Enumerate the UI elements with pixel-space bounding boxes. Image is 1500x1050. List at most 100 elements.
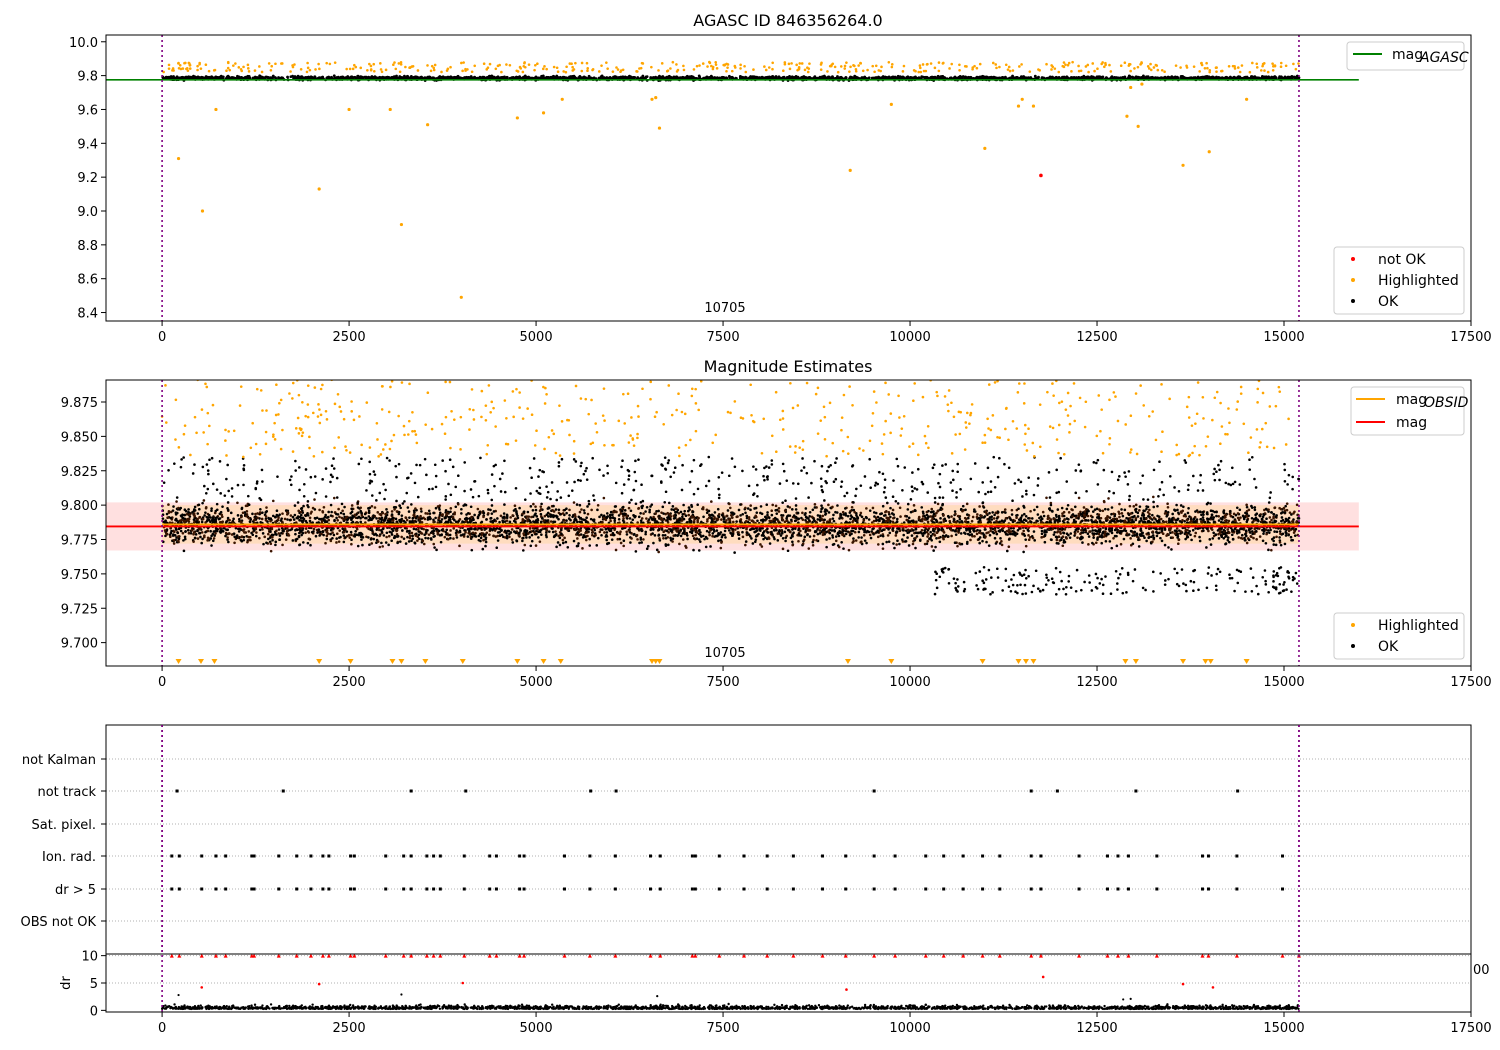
ok-point <box>531 76 535 80</box>
ok-point <box>207 75 211 79</box>
ok-point <box>675 75 679 79</box>
highlighted-point <box>650 97 654 101</box>
ok-point <box>1091 529 1095 532</box>
ok-point <box>733 551 736 554</box>
ok-point <box>992 517 996 520</box>
highlighted-point <box>1203 66 1207 70</box>
ok-point <box>348 536 352 539</box>
ok-point <box>808 535 812 538</box>
not-ok-point <box>1039 173 1043 178</box>
highlighted-point <box>848 168 852 172</box>
highlighted-point <box>937 69 941 73</box>
ok-point <box>570 76 574 80</box>
highlighted-point <box>919 66 922 70</box>
ok-point <box>219 531 223 534</box>
ok-point <box>330 510 333 514</box>
highlighted-point <box>874 64 878 68</box>
ok-point <box>344 76 348 79</box>
ok-point <box>247 530 251 533</box>
highlighted-point <box>1149 68 1153 72</box>
highlighted-point <box>714 61 718 64</box>
highlighted-point <box>998 65 1001 69</box>
highlighted-point <box>1119 64 1123 68</box>
ok-point <box>558 543 562 547</box>
highlighted-point <box>611 70 615 73</box>
highlighted-point <box>293 63 296 66</box>
ok-point <box>280 526 284 530</box>
ok-point <box>387 543 390 547</box>
ok-point <box>373 75 377 79</box>
highlighted-point <box>853 64 856 68</box>
highlighted-point <box>240 69 244 73</box>
highlighted-point <box>167 63 171 67</box>
ok-point <box>912 504 916 507</box>
highlighted-point <box>523 61 526 64</box>
ok-point <box>422 527 425 531</box>
ok-point <box>808 510 812 514</box>
ok-point <box>340 502 344 506</box>
highlighted-point <box>692 68 696 71</box>
highlighted-point <box>744 70 748 74</box>
ok-point <box>1102 499 1106 503</box>
ok-point <box>1011 74 1014 78</box>
ok-point <box>794 508 798 511</box>
highlighted-point <box>234 62 237 65</box>
ok-point <box>179 529 183 533</box>
highlighted-point <box>325 61 328 65</box>
ok-point <box>247 74 251 78</box>
highlighted-point <box>616 68 620 71</box>
ok-point <box>420 76 424 80</box>
highlighted-point <box>1067 61 1071 65</box>
ok-point <box>260 75 264 79</box>
ok-point <box>1211 537 1215 540</box>
highlighted-point <box>1140 82 1144 86</box>
ok-point <box>718 493 721 497</box>
highlighted-point <box>866 68 869 72</box>
x-tick-label: 10000 <box>889 330 930 345</box>
highlighted-point <box>666 69 670 72</box>
ok-point <box>1252 536 1255 540</box>
ok-point <box>1200 75 1203 79</box>
ok-point <box>686 537 689 541</box>
ok-point <box>894 534 898 537</box>
ok-point <box>865 507 868 510</box>
ok-point <box>1057 542 1060 545</box>
y-tick-label: 9.2 <box>77 171 98 186</box>
ok-point <box>1119 542 1123 546</box>
highlighted-point <box>372 69 376 73</box>
highlighted-point <box>562 70 565 73</box>
ok-point <box>907 516 911 520</box>
ok-point <box>284 538 288 541</box>
ok-point <box>737 537 741 540</box>
highlighted-point <box>887 61 891 64</box>
ok-point <box>563 76 566 80</box>
ok-point <box>1167 76 1171 80</box>
highlighted-point <box>763 65 766 68</box>
ok-point <box>963 531 966 535</box>
ok-point <box>587 499 591 503</box>
highlighted-point <box>725 69 728 73</box>
highlighted-point <box>1279 65 1283 68</box>
highlighted-point <box>574 61 577 65</box>
x-tick-label: 0 <box>158 330 166 345</box>
ok-point <box>630 498 633 502</box>
highlighted-point <box>950 62 954 66</box>
ok-point <box>1167 546 1170 549</box>
ok-point <box>1209 543 1213 546</box>
ok-point <box>568 75 571 79</box>
ok-point <box>308 516 312 520</box>
highlighted-point <box>198 61 201 65</box>
highlighted-point <box>873 70 876 74</box>
ok-point <box>174 76 178 80</box>
ok-point <box>1061 544 1065 548</box>
ok-point <box>868 509 872 512</box>
highlighted-point <box>1079 69 1083 73</box>
highlighted-point <box>771 61 774 65</box>
ok-point <box>1176 517 1180 521</box>
ok-point <box>600 533 603 537</box>
ok-point <box>602 76 606 79</box>
ok-point <box>797 539 800 543</box>
ok-point <box>1203 76 1207 80</box>
highlighted-point <box>925 63 929 66</box>
ok-point <box>443 535 447 539</box>
